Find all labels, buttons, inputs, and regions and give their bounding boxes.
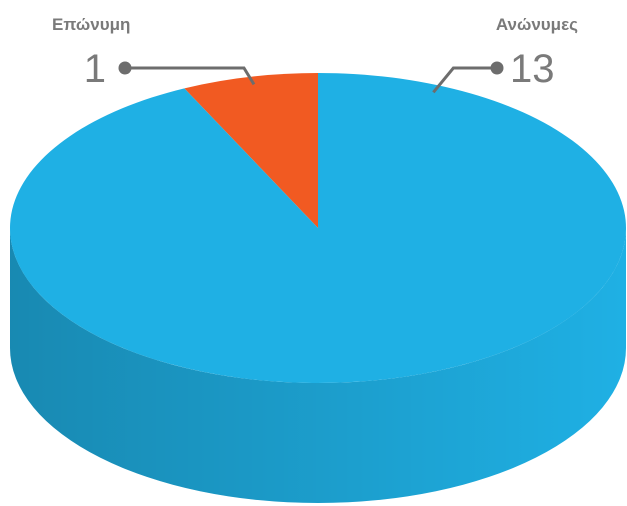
- callout-dot: [490, 61, 504, 75]
- category-label: Επώνυμη: [52, 15, 130, 34]
- callout-dot: [118, 61, 132, 75]
- value-label: 1: [84, 47, 106, 91]
- category-label: Ανώνυμες: [496, 15, 578, 34]
- callout-line: [432, 66, 497, 94]
- pie-slice: [9, 73, 627, 383]
- pie-slice: [184, 73, 318, 228]
- value-label: 13: [510, 47, 555, 91]
- pie-side-shade: [10, 228, 626, 503]
- callout-line: [125, 66, 256, 86]
